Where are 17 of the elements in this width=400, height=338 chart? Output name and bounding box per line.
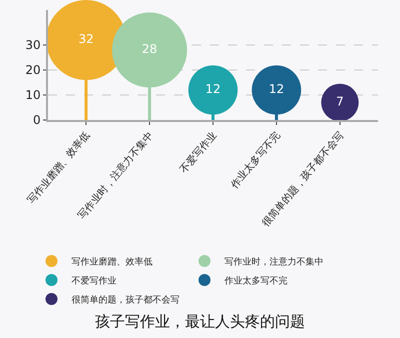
legend-label: 不爱写作业 bbox=[72, 276, 116, 287]
legend-label: 作业太多写不完 bbox=[224, 276, 288, 287]
legend-label: 写作业时，注意力不集中 bbox=[224, 256, 324, 268]
data-label: 32 bbox=[78, 32, 94, 46]
y-tick-label: 10 bbox=[25, 88, 41, 102]
legend-label: 很简单的题，孩子都不会写 bbox=[72, 294, 180, 306]
x-tick-label: 不爱写作业 bbox=[178, 129, 220, 176]
legend-label: 写作业磨蹭、效率低 bbox=[72, 256, 152, 268]
data-label: 28 bbox=[142, 42, 158, 56]
data-label: 12 bbox=[205, 82, 221, 96]
data-label: 7 bbox=[336, 94, 344, 108]
text: 孩子写作业，最让人头疼的问题 bbox=[95, 312, 305, 330]
y-tick-label: 30 bbox=[25, 38, 41, 52]
x-tick-label: 作业太多写不完 bbox=[228, 129, 283, 192]
y-tick-label: 0 bbox=[32, 113, 41, 128]
y-tick-label: 20 bbox=[25, 63, 41, 78]
data-label: 12 bbox=[268, 82, 284, 96]
